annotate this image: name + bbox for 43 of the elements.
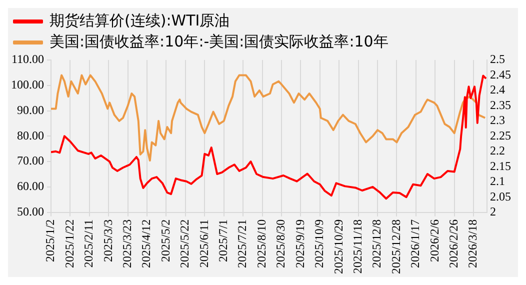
y2-tick-label: 2.15 — [490, 158, 511, 173]
x-tick-label: 2025/3/23 — [120, 219, 134, 268]
legend-label: 期货结算价(连续):WTI原油 — [50, 11, 230, 30]
x-tick-label: 2026/3/18 — [466, 219, 480, 268]
x-tick-label: 2025/10/29 — [331, 219, 346, 274]
x-tick-label: 2025/1/2 — [43, 219, 58, 262]
y2-tick-label: 2 — [490, 204, 496, 218]
y-tick-label: 80.00 — [17, 128, 44, 142]
x-tick-label: 2025/5/2 — [158, 219, 172, 262]
y-tick-label: 110.00 — [11, 52, 44, 66]
x-tick-label: 2025/7/1 — [216, 219, 230, 262]
x-tick-label: 2025/5/22 — [178, 219, 192, 268]
x-tick-label: 2025/7/21 — [235, 219, 250, 268]
x-tick-label: 2025/9/19 — [292, 219, 307, 268]
x-tick-label: 2025/2/11 — [82, 219, 96, 268]
x-tick-label: 2025/1/22 — [62, 219, 76, 268]
y-tick-label: 60.00 — [17, 179, 44, 194]
y2-tick-label: 2.4 — [490, 82, 505, 97]
y2-tick-label: 2.05 — [490, 189, 511, 204]
x-tick-label: 2026/2/6 — [427, 219, 442, 262]
legend-label: 美国:国债收益率:10年:-美国:国债实际收益率:10年 — [50, 32, 388, 50]
y2-tick-label: 2.3 — [490, 113, 505, 128]
x-tick-label: 2025/11/18 — [350, 219, 364, 274]
x-tick-label: 2026/1/17 — [408, 219, 422, 268]
y2-tick-label: 2.2 — [490, 144, 505, 158]
y2-tick-label: 2.25 — [490, 128, 511, 142]
x-tick-label: 2025/12/8 — [370, 219, 384, 268]
y-tick-label: 50.00 — [17, 204, 44, 218]
x-tick-label: 2025/6/11 — [196, 219, 211, 268]
x-tick-label: 2025/12/28 — [388, 219, 403, 274]
x-tick-label: 2025/8/10 — [254, 219, 268, 268]
y-tick-label: 70.00 — [17, 154, 44, 168]
y2-tick-label: 2.35 — [490, 98, 511, 112]
x-tick-label: 2026/2/26 — [446, 219, 461, 268]
y2-tick-label: 2.5 — [490, 52, 505, 66]
x-tick-label: 2025/8/30 — [274, 219, 288, 268]
x-tick-label: 2025/4/12 — [139, 219, 154, 268]
y2-tick-label: 2.1 — [490, 174, 505, 188]
y-tick-label: 90.00 — [17, 102, 44, 117]
y-tick-label: 100.00 — [11, 78, 44, 92]
y2-tick-label: 2.45 — [490, 67, 511, 82]
x-tick-label: 2025/3/3 — [100, 219, 115, 262]
x-tick-label: 2025/10/9 — [312, 219, 326, 268]
